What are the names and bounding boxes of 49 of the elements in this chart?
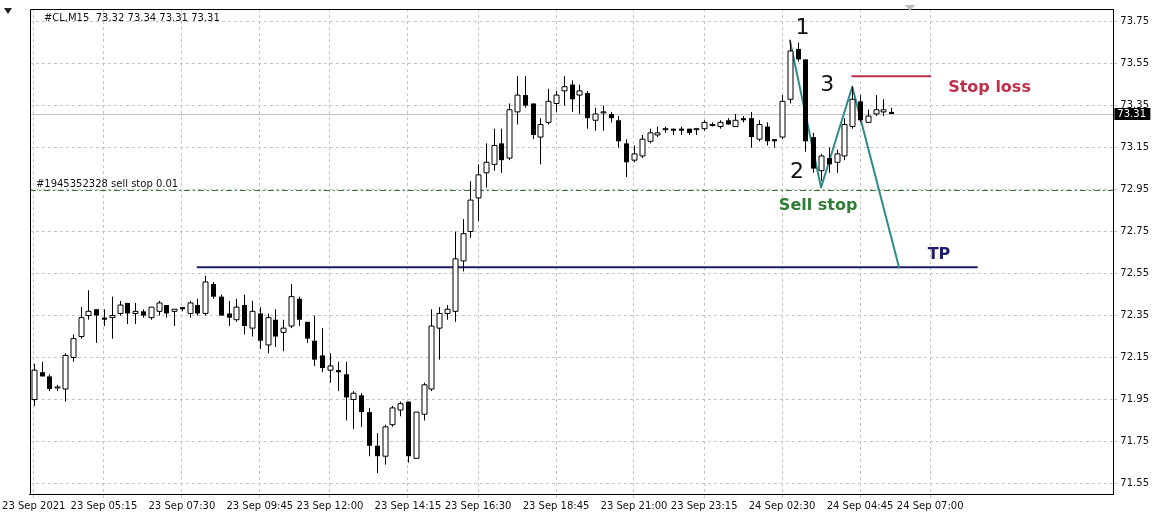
x-tick-label: 23 Sep 14:15	[374, 499, 442, 511]
candlestick	[765, 121, 770, 146]
x-tick-label: 24 Sep 07:00	[896, 499, 964, 511]
candlestick	[827, 147, 832, 174]
candlestick	[523, 75, 528, 109]
candlestick	[336, 361, 341, 392]
y-tick-label: 72.75	[1120, 225, 1150, 237]
candlestick	[320, 327, 325, 373]
annotation: 3	[820, 70, 835, 96]
x-tick-label: 23 Sep 07:30	[148, 499, 216, 511]
candlestick	[242, 294, 247, 335]
x-tick-label: 23 Sep 12:00	[296, 499, 364, 511]
ref-line-label: #1945352328 sell stop 0.01	[35, 178, 179, 190]
candlestick	[624, 138, 629, 178]
annotation: 1	[795, 13, 810, 39]
x-tick-label: 24 Sep 02:30	[748, 499, 816, 511]
x-tick-label: 23 Sep 23:15	[670, 499, 738, 511]
y-tick-label: 72.35	[1120, 309, 1150, 321]
candlestick	[219, 294, 224, 317]
candlestick	[749, 111, 754, 149]
candlestick	[616, 115, 621, 149]
x-tick-label: 23 Sep 21:00	[600, 499, 668, 511]
series-label: TP	[927, 244, 951, 264]
x-tick-label: 23 Sep 2021	[2, 499, 66, 511]
candlestick	[375, 432, 380, 474]
chart-title: #CL,M15 73.32 73.34 73.31 73.31	[43, 11, 220, 23]
y-tick-label: 71.95	[1120, 393, 1150, 405]
series-label: Stop loss	[948, 77, 1031, 97]
y-tick-label: 73.75	[1120, 15, 1150, 27]
x-tick-label: 24 Sep 04:45	[826, 499, 894, 511]
x-tick-label: 23 Sep 09:45	[226, 499, 294, 511]
candlestick	[858, 94, 863, 123]
candlestick	[297, 296, 302, 327]
annotation: 2	[789, 158, 804, 184]
y-tick-label: 71.75	[1120, 435, 1150, 447]
x-tick-label: 23 Sep 18:45	[522, 499, 590, 511]
candlestick	[359, 392, 364, 428]
x-tick-label: 23 Sep 16:30	[444, 499, 512, 511]
y-tick-label: 72.15	[1120, 351, 1150, 363]
y-tick-label: 71.55	[1120, 477, 1150, 489]
y-tick-label: 72.95	[1120, 183, 1150, 195]
candlestick	[312, 315, 317, 367]
y-tick-label: 72.55	[1120, 267, 1150, 279]
annotation: Sell stop	[778, 194, 858, 214]
candlestick	[796, 42, 801, 62]
candlestick	[94, 308, 99, 344]
x-tick-label: 23 Sep 05:15	[70, 499, 138, 511]
y-tick-label: 73.15	[1120, 141, 1150, 153]
y-tick-label: 73.55	[1120, 57, 1150, 69]
